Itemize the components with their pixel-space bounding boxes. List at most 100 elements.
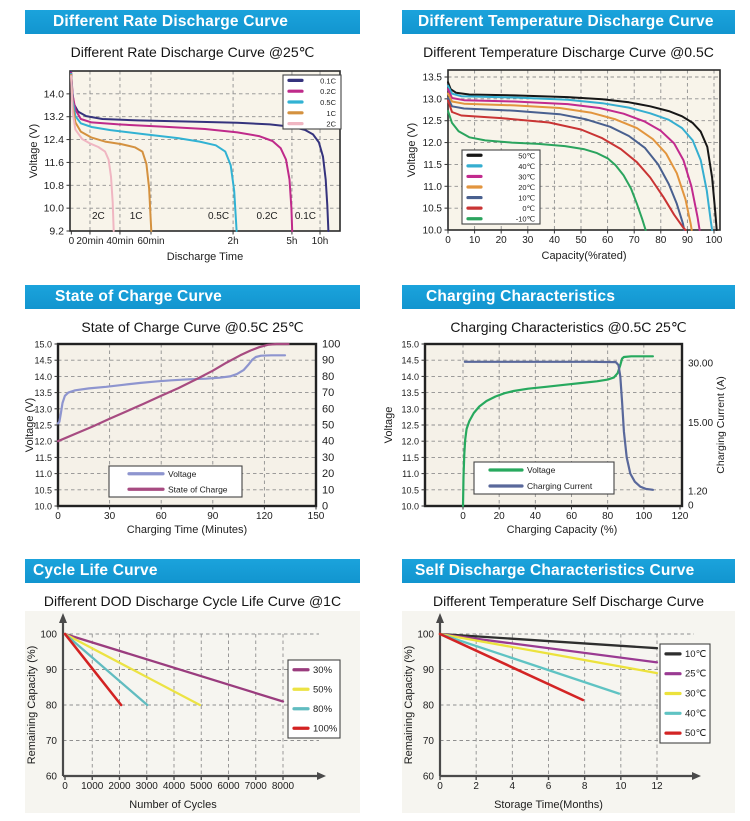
svg-text:120: 120	[672, 511, 689, 522]
series-30%	[63, 632, 285, 703]
series-10℃	[447, 97, 686, 231]
svg-text:13.5: 13.5	[423, 72, 443, 83]
gridlines	[58, 344, 316, 506]
series-0.1C	[70, 70, 330, 232]
banner-label: Different Temperature Discharge Curve	[418, 13, 714, 30]
svg-text:10: 10	[469, 235, 481, 246]
chart-subtitle: State of Charge Curve @0.5C 25℃	[81, 319, 304, 335]
legend: Voltage Charging Current	[473, 461, 615, 495]
section-cycle-life: Cycle Life Curve Different DOD Discharge…	[25, 559, 360, 813]
chart-canvas-different-temperature-discharge: 0 10 20 30 40 50 60 70 80 90 100 13.5 13.0 12.5 12.0 11…	[406, 69, 723, 262]
series-Voltage	[56, 354, 287, 425]
svg-text:0: 0	[62, 781, 68, 792]
series-40℃	[447, 84, 714, 231]
banner-self-discharge: Self Discharge Characteristics Curve	[402, 559, 735, 583]
svg-text:70: 70	[46, 736, 58, 747]
svg-text:0: 0	[55, 511, 61, 522]
svg-text:40: 40	[322, 436, 334, 448]
svg-text:80%: 80%	[313, 704, 333, 715]
svg-text:2: 2	[473, 781, 479, 792]
axis-labels: 0 1000 2000 3000 4000 5000 6000 7000 8000 100 90 80…	[26, 630, 295, 812]
chart-canvas-cycle-life: 0 1000 2000 3000 4000 5000 6000 7000 8000 100 90 80…	[25, 611, 360, 813]
gridlines	[70, 71, 340, 231]
section-self-discharge: Self Discharge Characteristics Curve Dif…	[402, 559, 735, 813]
axis-labels: 0 10 20 30 40 50 60 70 80 90 100 13.5 13.0 12.5 12.0 11…	[406, 72, 723, 262]
series-0.2C	[70, 71, 294, 232]
axis-labels: 0 20min 40min 60min 2h 5h 10h 14.0 13.2 12.4 11.6 1…	[28, 88, 328, 263]
svg-text:80: 80	[46, 701, 58, 712]
svg-text:60min: 60min	[137, 236, 164, 247]
svg-text:State of Charge: State of Charge	[168, 484, 228, 494]
svg-text:12.4: 12.4	[44, 134, 65, 146]
svg-text:50%: 50%	[313, 684, 333, 695]
svg-text:1000: 1000	[81, 781, 104, 792]
svg-text:15.0: 15.0	[401, 340, 419, 350]
series-lines	[438, 632, 659, 702]
svg-text:3000: 3000	[136, 781, 159, 792]
svg-text:30℃: 30℃	[685, 689, 707, 700]
svg-text:10℃: 10℃	[685, 649, 707, 660]
svg-text:1C: 1C	[326, 109, 336, 118]
svg-text:Charging Current (A): Charging Current (A)	[715, 376, 727, 473]
svg-text:100: 100	[706, 235, 723, 246]
legend: 30% 50% 80% 100%	[287, 659, 341, 739]
svg-text:15.0: 15.0	[34, 340, 52, 350]
axes	[59, 613, 326, 780]
svg-text:90: 90	[682, 235, 694, 246]
series-30℃	[447, 88, 701, 231]
svg-text:6000: 6000	[217, 781, 240, 792]
svg-text:14.5: 14.5	[34, 356, 52, 366]
svg-text:0: 0	[688, 501, 694, 512]
axes	[421, 342, 684, 510]
legend: Voltage State of Charge	[108, 465, 243, 498]
svg-text:11.5: 11.5	[402, 453, 419, 463]
svg-text:0: 0	[460, 511, 466, 522]
legend: 10℃ 25℃ 30℃ 40℃ 50℃	[659, 643, 711, 744]
svg-text:4: 4	[510, 781, 516, 792]
svg-text:14.0: 14.0	[44, 88, 65, 100]
svg-text:10.0: 10.0	[44, 203, 65, 215]
svg-text:10.5: 10.5	[401, 485, 419, 495]
curve-label: 0.5C	[208, 211, 229, 222]
axes	[54, 342, 318, 510]
svg-text:Voltage: Voltage	[384, 407, 395, 444]
svg-text:14.0: 14.0	[401, 372, 419, 382]
svg-text:0: 0	[322, 501, 328, 513]
svg-text:Voltage (V): Voltage (V)	[406, 123, 418, 177]
svg-text:30: 30	[322, 452, 334, 464]
banner-label: Different Rate Discharge Curve	[53, 13, 289, 30]
svg-text:11.0: 11.0	[423, 182, 442, 193]
chart-subtitle: Different DOD Discharge Cycle Life Curve…	[43, 593, 342, 609]
svg-text:40min: 40min	[106, 236, 133, 247]
svg-text:50: 50	[575, 235, 587, 246]
svg-text:10.8: 10.8	[44, 180, 65, 192]
series-20℃	[447, 92, 693, 231]
svg-text:10℃: 10℃	[518, 194, 535, 203]
gridlines	[63, 633, 319, 776]
svg-text:12.0: 12.0	[401, 437, 419, 447]
svg-text:14.0: 14.0	[34, 372, 52, 382]
svg-text:80: 80	[602, 511, 614, 522]
svg-text:4000: 4000	[163, 781, 186, 792]
chart-subtitle: Different Temperature Discharge Curve @0…	[423, 44, 714, 60]
svg-text:12.5: 12.5	[401, 421, 419, 431]
gridlines	[425, 344, 682, 506]
chart-canvas-state-of-charge: 0 30 60 90 120 150 15.0 14.5 14.0 13.5 13.0 12.5 12.…	[25, 339, 340, 537]
series-0℃	[447, 99, 687, 231]
svg-text:60: 60	[423, 772, 435, 783]
chart-subtitle: Different Rate Discharge Curve @25℃	[70, 44, 315, 60]
svg-text:1.20: 1.20	[688, 486, 708, 497]
svg-text:-10℃: -10℃	[516, 215, 536, 224]
svg-text:0.5C: 0.5C	[320, 98, 336, 107]
series-lines	[461, 355, 654, 508]
svg-text:50℃: 50℃	[685, 728, 707, 739]
svg-text:11.0: 11.0	[35, 469, 52, 479]
svg-text:60: 60	[156, 511, 168, 522]
chart-canvas-different-rate-discharge: 0 20min 40min 60min 2h 5h 10h 14.0 13.2 12.4 11.6 1…	[28, 70, 342, 263]
series-lines	[63, 632, 285, 707]
chart-canvas-charging-characteristics: 0 20 40 60 80 100 120 15.0 14.5 14.0 13.5 13.0 12.5 1…	[384, 340, 727, 537]
svg-text:11.6: 11.6	[44, 157, 64, 169]
svg-text:150: 150	[308, 511, 325, 522]
svg-text:13.0: 13.0	[423, 94, 443, 105]
